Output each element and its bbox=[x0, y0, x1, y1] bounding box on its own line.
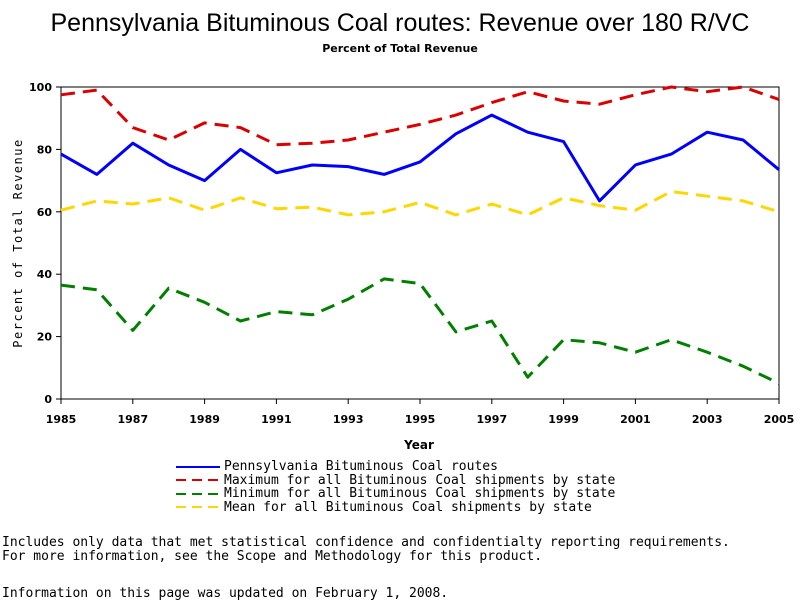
legend-label: Pennsylvania Bituminous Coal routes bbox=[224, 459, 498, 474]
plot-frame bbox=[60, 86, 780, 400]
y-axis-label: Percent of Total Revenue bbox=[11, 138, 25, 347]
chart-title: Pennsylvania Bituminous Coal routes: Rev… bbox=[50, 9, 750, 37]
x-tick-label: 1991 bbox=[261, 413, 292, 426]
legend-item: Maximum for all Bituminous Coal shipment… bbox=[176, 472, 616, 488]
legend-label: Mean for all Bituminous Coal shipments b… bbox=[224, 499, 592, 515]
chart-subtitle: Percent of Total Revenue bbox=[322, 42, 478, 55]
series-line-2 bbox=[60, 277, 780, 385]
x-tick-label: 1985 bbox=[46, 413, 77, 426]
line-chart: 0 20 40 60 80 100 1985 1987 1989 1991 1993 1995 199… bbox=[11, 81, 795, 452]
y-tick-label: 40 bbox=[37, 268, 53, 281]
legend-label: Maximum for all Bituminous Coal shipment… bbox=[224, 472, 616, 488]
x-tick-label: 2005 bbox=[764, 413, 795, 426]
x-axis-label: Year bbox=[403, 438, 434, 452]
y-tick-label: 0 bbox=[44, 393, 52, 406]
y-tick-label: 60 bbox=[37, 206, 53, 219]
y-tick-label: 100 bbox=[29, 81, 52, 94]
x-tick-label: 1993 bbox=[333, 413, 364, 426]
series-line-3 bbox=[60, 190, 780, 217]
x-tick-label: 1989 bbox=[189, 413, 220, 426]
legend-item: Pennsylvania Bituminous Coal routes bbox=[176, 460, 615, 474]
legend-label: Minimum for all Bituminous Coal shipment… bbox=[224, 486, 616, 501]
updated-note: Information on this page was updated on … bbox=[2, 586, 449, 601]
x-tick-label: 1987 bbox=[117, 413, 148, 426]
series-line-1 bbox=[60, 85, 780, 147]
footnotes: Includes only data that met statistical … bbox=[2, 536, 730, 564]
footnote-methodology: For more information, see the Scope and … bbox=[2, 549, 543, 564]
footnote-confidence: Includes only data that met statistical … bbox=[2, 535, 730, 550]
legend-item: Minimum for all Bituminous Coal shipment… bbox=[176, 487, 615, 501]
legend-swatch bbox=[176, 465, 220, 468]
x-tick-label: 1999 bbox=[548, 413, 579, 426]
legend-swatch bbox=[176, 479, 220, 482]
x-tick-label: 2003 bbox=[692, 413, 723, 426]
y-tick-label: 20 bbox=[37, 331, 53, 344]
legend-swatch bbox=[176, 492, 220, 495]
x-tick-label: 2001 bbox=[620, 413, 651, 426]
legend-swatch bbox=[176, 506, 220, 509]
x-tick-label: 1997 bbox=[476, 413, 507, 426]
series-line-0 bbox=[60, 113, 780, 203]
legend-item: Mean for all Bituminous Coal shipments b… bbox=[176, 499, 615, 515]
x-tick-label: 1995 bbox=[405, 413, 436, 426]
y-tick-label: 80 bbox=[37, 143, 53, 156]
legend: Pennsylvania Bituminous Coal routes Maxim… bbox=[176, 460, 615, 514]
